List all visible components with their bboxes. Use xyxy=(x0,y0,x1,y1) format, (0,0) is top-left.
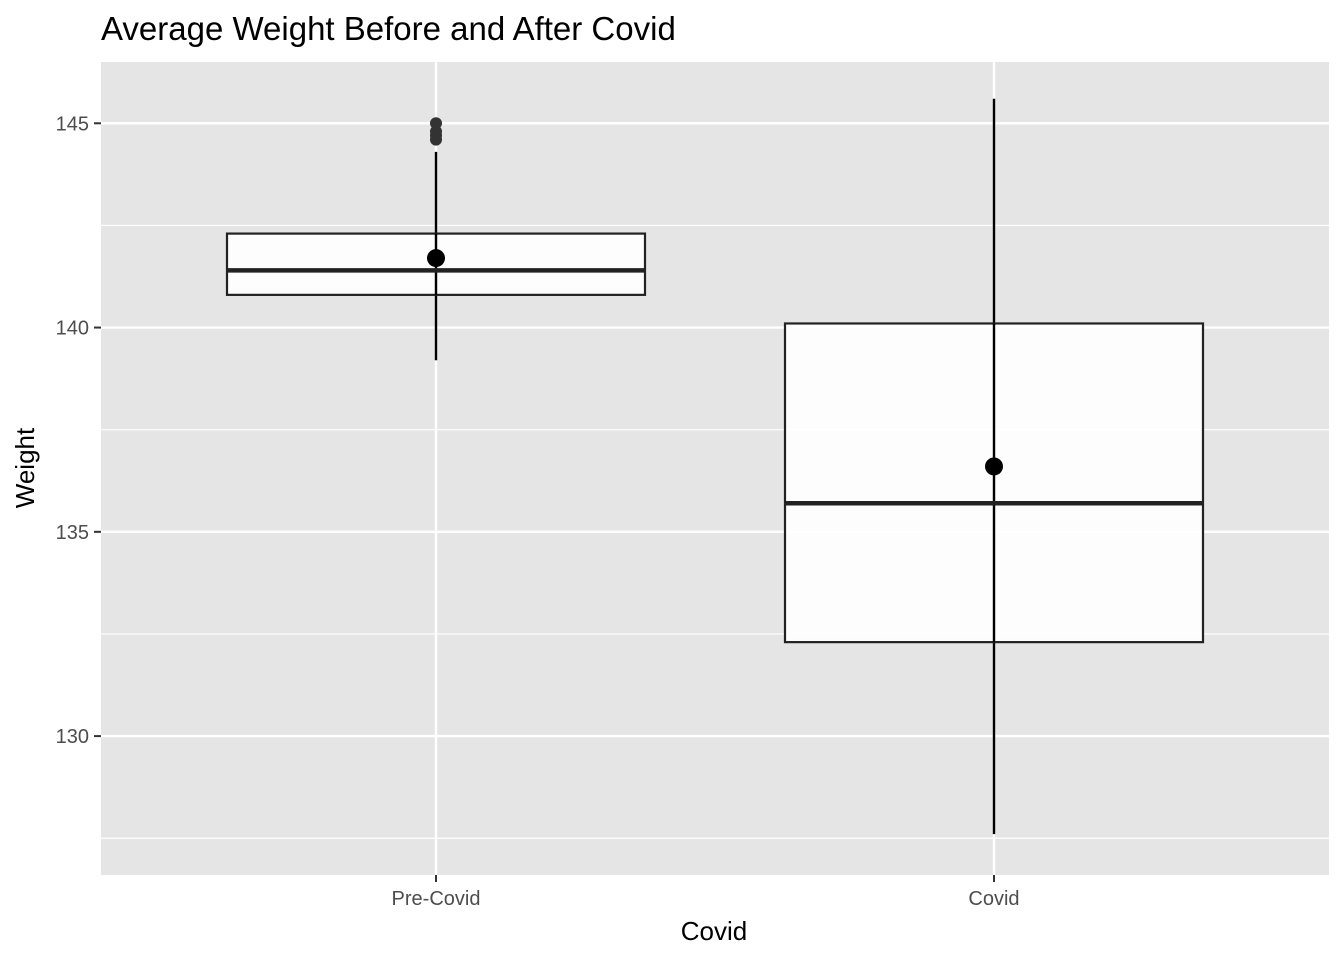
outlier-point xyxy=(430,117,442,130)
box-covid xyxy=(783,98,1205,835)
x-tick-label: Pre-Covid xyxy=(392,888,481,910)
x-axis: Pre-Covid Covid xyxy=(392,875,1020,910)
box-series xyxy=(225,98,1205,835)
box-pre-covid xyxy=(225,117,647,361)
mean-point xyxy=(985,457,1003,476)
x-tick-label: Covid xyxy=(968,888,1019,910)
y-tick-label: 145 xyxy=(56,113,89,135)
y-axis-title: Weight xyxy=(10,427,40,508)
y-tick-label: 140 xyxy=(56,318,89,340)
y-tick-label: 130 xyxy=(56,726,89,748)
y-axis: 130 135 140 145 xyxy=(56,113,101,748)
mean-point xyxy=(427,249,445,268)
y-tick-label: 135 xyxy=(56,522,89,544)
x-axis-title: Covid xyxy=(681,916,747,946)
chart-title: Average Weight Before and After Covid xyxy=(101,10,676,47)
